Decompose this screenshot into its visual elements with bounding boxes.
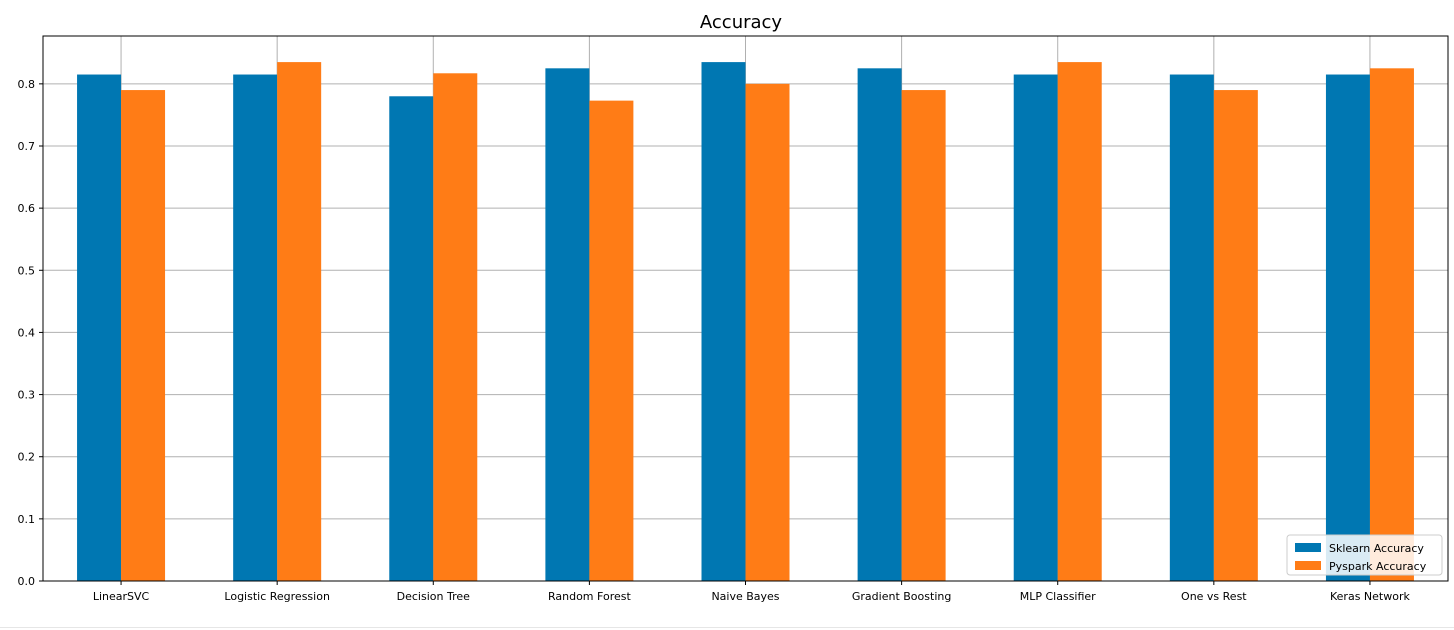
- plot-frame: [42, 35, 1449, 582]
- y-tick-label: 0.3: [18, 389, 36, 402]
- x-tick-label: Keras Network: [1330, 590, 1410, 603]
- bar-pyspark: [901, 90, 946, 581]
- page-divider: [0, 627, 1454, 628]
- bar-pyspark: [589, 100, 634, 581]
- bar-pyspark: [121, 90, 166, 581]
- legend-box: [1286, 534, 1443, 576]
- legend-label: Sklearn Accuracy: [1329, 542, 1424, 555]
- y-tick-label: 0.5: [18, 264, 36, 277]
- legend-label: Pyspark Accuracy: [1329, 560, 1427, 573]
- legend: Sklearn Accuracy Pyspark Accuracy: [1286, 534, 1443, 576]
- bar-sklearn: [1169, 74, 1214, 581]
- legend-swatch: [1295, 561, 1321, 570]
- bar-sklearn: [233, 74, 278, 581]
- bar-sklearn: [389, 96, 434, 581]
- legend-swatch: [1295, 543, 1321, 552]
- bar-sklearn: [701, 62, 746, 581]
- y-tick-label: 0.4: [18, 326, 36, 339]
- bar-pyspark: [1369, 68, 1414, 582]
- x-tick-label: LinearSVC: [93, 590, 150, 603]
- tick-labels: 0.0 0.1 0.2 0.3 0.4 0.5 0.6 0.7 0.8 LinearSVC Logi…: [18, 78, 1411, 603]
- bar-sklearn: [1013, 74, 1058, 581]
- chart-title: Accuracy: [700, 12, 783, 33]
- y-tick-label: 0.2: [18, 451, 36, 464]
- bars: [77, 62, 1414, 582]
- x-tick-label: Logistic Regression: [224, 590, 330, 603]
- y-tick-label: 0.1: [18, 513, 36, 526]
- x-tick-label: MLP Classifier: [1020, 590, 1096, 603]
- y-tick-label: 0.6: [18, 202, 36, 215]
- bar-pyspark: [433, 73, 478, 582]
- bar-sklearn: [857, 68, 902, 582]
- x-tick-label: Decision Tree: [397, 590, 470, 603]
- bar-pyspark: [745, 83, 790, 582]
- bar-sklearn: [1325, 74, 1370, 581]
- axes: [39, 35, 1449, 585]
- x-tick-label: Gradient Boosting: [852, 590, 951, 603]
- x-tick-label: One vs Rest: [1181, 590, 1247, 603]
- bar-sklearn: [77, 74, 122, 581]
- bar-pyspark: [1213, 90, 1258, 581]
- y-tick-label: 0.8: [18, 78, 36, 91]
- y-tick-label: 0.7: [18, 140, 36, 153]
- bar-pyspark: [1057, 62, 1102, 581]
- x-tick-label: Naive Bayes: [711, 590, 779, 603]
- bar-pyspark: [277, 62, 322, 581]
- bar-sklearn: [545, 68, 590, 582]
- y-tick-label: 0.0: [18, 575, 36, 588]
- x-tick-label: Random Forest: [548, 590, 631, 603]
